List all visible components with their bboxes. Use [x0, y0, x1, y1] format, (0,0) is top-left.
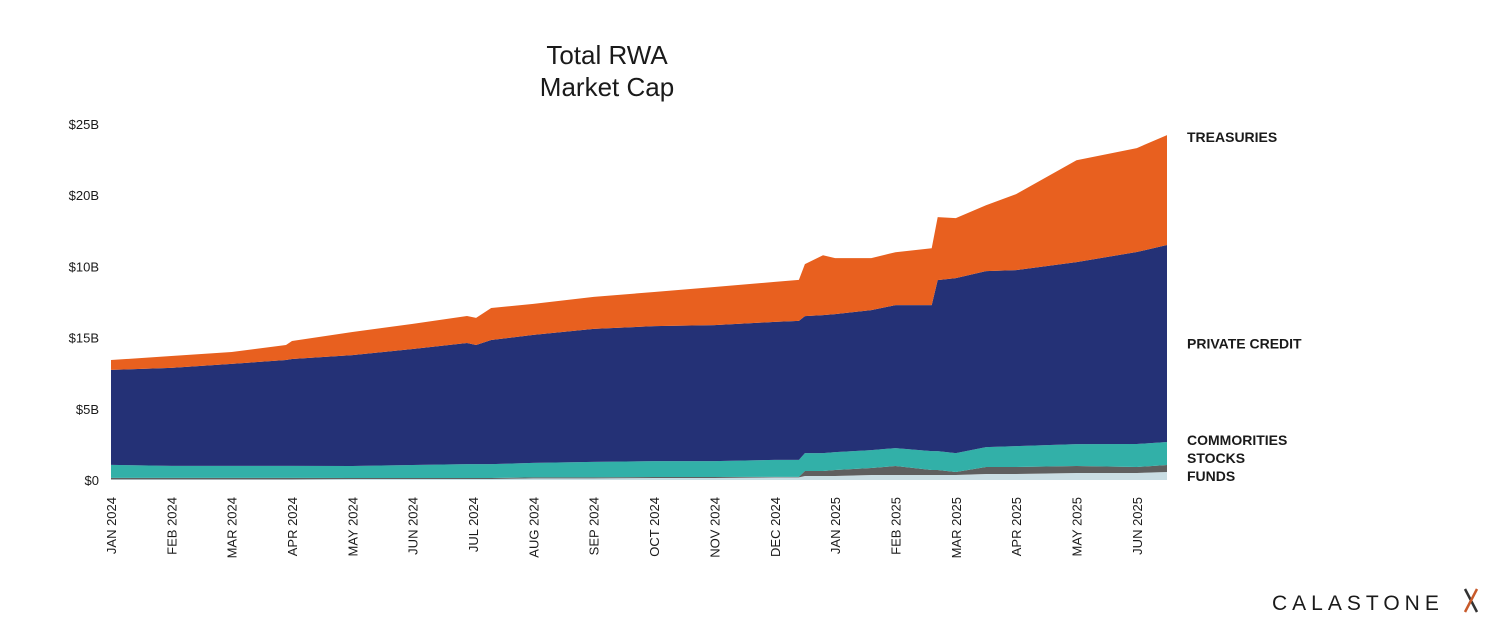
chart-title: Total RWA — [546, 40, 668, 70]
area — [111, 135, 1167, 370]
y-tick-label: $15B — [69, 331, 99, 346]
y-tick-label: $0 — [85, 473, 99, 488]
x-tick-label: MAR 2024 — [225, 497, 240, 558]
x-tick-label: OCT 2024 — [647, 497, 662, 557]
x-tick-label: SEP 2024 — [587, 497, 602, 555]
y-tick-label: $5B — [76, 402, 99, 417]
area — [111, 442, 1167, 478]
area — [111, 465, 1167, 480]
x-tick-label: MAY 2024 — [345, 497, 360, 557]
x-tick-label: NOV 2024 — [707, 497, 722, 558]
x-tick-label: JUL 2024 — [466, 497, 481, 552]
x-tick-label: JAN 2025 — [828, 497, 843, 554]
x-tick-label: DEC 2024 — [768, 497, 783, 557]
x-tick-label: FEB 2024 — [164, 497, 179, 555]
logo-icon — [1463, 588, 1479, 613]
x-tick-label: MAR 2025 — [949, 497, 964, 558]
legend-label: FUNDS — [1187, 468, 1235, 484]
x-tick-label: APR 2024 — [285, 497, 300, 556]
logo: CALASTONE — [1272, 592, 1444, 615]
area — [111, 245, 1167, 466]
x-tick-label: MAY 2025 — [1069, 497, 1084, 557]
legend-label: PRIVATE CREDIT — [1187, 336, 1302, 352]
x-tick-label: FEB 2025 — [888, 497, 903, 555]
y-tick-label: $20B — [69, 188, 99, 203]
x-tick-label: JUN 2024 — [406, 497, 421, 555]
chart-subtitle: Market Cap — [540, 72, 674, 102]
x-tick-label: JAN 2024 — [104, 497, 119, 554]
x-tick-label: JUN 2025 — [1130, 497, 1145, 555]
y-tick-label: $10B — [69, 259, 99, 274]
x-tick-label: AUG 2024 — [526, 497, 541, 558]
x-tick-label: APR 2025 — [1009, 497, 1024, 556]
y-tick-label: $25B — [69, 117, 99, 132]
legend-label: STOCKS — [1187, 450, 1245, 466]
legend-label: TREASURIES — [1187, 129, 1277, 145]
area — [111, 472, 1167, 480]
legend-label: COMMORITIES — [1187, 432, 1287, 448]
